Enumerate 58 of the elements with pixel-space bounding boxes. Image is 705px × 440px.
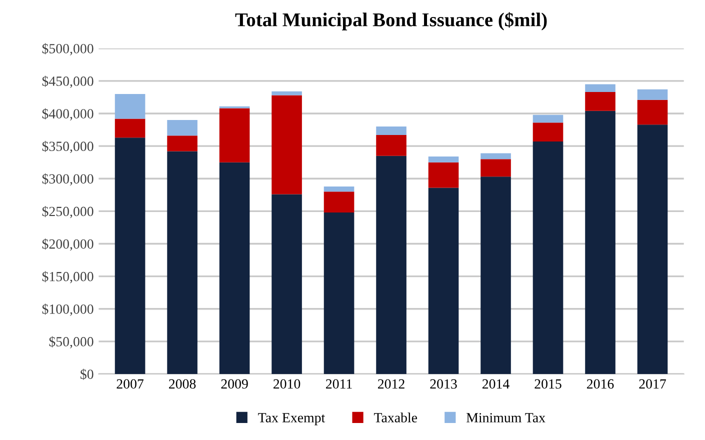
y-tick-label: $450,000 [42, 76, 94, 88]
bar [585, 92, 616, 111]
bar [167, 120, 198, 136]
bar [637, 124, 668, 374]
bar [637, 100, 668, 125]
y-tick-label: $300,000 [42, 173, 94, 186]
x-tick-label: 2016 [586, 379, 614, 389]
y-tick-label: $500,000 [42, 43, 94, 56]
x-tick-label: 2015 [534, 379, 562, 389]
bar [585, 110, 616, 374]
bar [114, 118, 146, 138]
bar [585, 84, 616, 92]
bar [114, 94, 146, 119]
x-tick-label: 2017 [639, 379, 666, 389]
y-tick-label: $50,000 [49, 336, 94, 348]
y-tick-label: $350,000 [42, 140, 94, 154]
bar [480, 153, 511, 160]
y-tick-label: $100,000 [42, 304, 94, 316]
bar [324, 192, 354, 212]
x-tick-label: 2012 [378, 379, 404, 389]
bar [167, 136, 198, 152]
bar [219, 108, 250, 162]
x-tick-label: 2007 [116, 379, 144, 389]
bar [637, 89, 668, 100]
bar [219, 162, 250, 374]
chart-title: Total Municipal Bond Issuance ($mil) [235, 12, 547, 30]
legend-label: Tax Exempt [258, 413, 326, 426]
bar [428, 188, 459, 374]
legend-label: Minimum Tax [466, 413, 546, 422]
y-tick-label: $200,000 [42, 238, 94, 251]
bar [324, 186, 354, 192]
bar [324, 212, 354, 374]
bar [532, 122, 564, 142]
bar [167, 151, 198, 374]
bar [480, 159, 511, 177]
bar [376, 156, 406, 374]
x-tick-label: 2011 [326, 379, 352, 389]
bar [272, 194, 302, 374]
bar [376, 126, 406, 136]
x-tick-label: 2010 [274, 379, 300, 389]
bar [480, 176, 511, 374]
legend-label: Taxable [374, 412, 418, 422]
x-tick-label: 2013 [430, 379, 457, 389]
bar [272, 95, 302, 194]
y-tick-label: $150,000 [42, 271, 94, 284]
y-tick-label: $250,000 [42, 206, 94, 218]
bar [532, 142, 564, 374]
x-tick-label: 2009 [221, 379, 248, 389]
bar [272, 91, 302, 96]
x-tick-label: 2008 [169, 379, 196, 389]
bar [114, 138, 146, 374]
y-tick-label: $0 [80, 368, 94, 380]
bar [428, 162, 459, 188]
y-tick-label: $400,000 [42, 108, 94, 120]
bar [428, 156, 459, 162]
bar [376, 135, 406, 156]
bar [532, 114, 564, 123]
x-tick-label: 2014 [482, 379, 510, 389]
